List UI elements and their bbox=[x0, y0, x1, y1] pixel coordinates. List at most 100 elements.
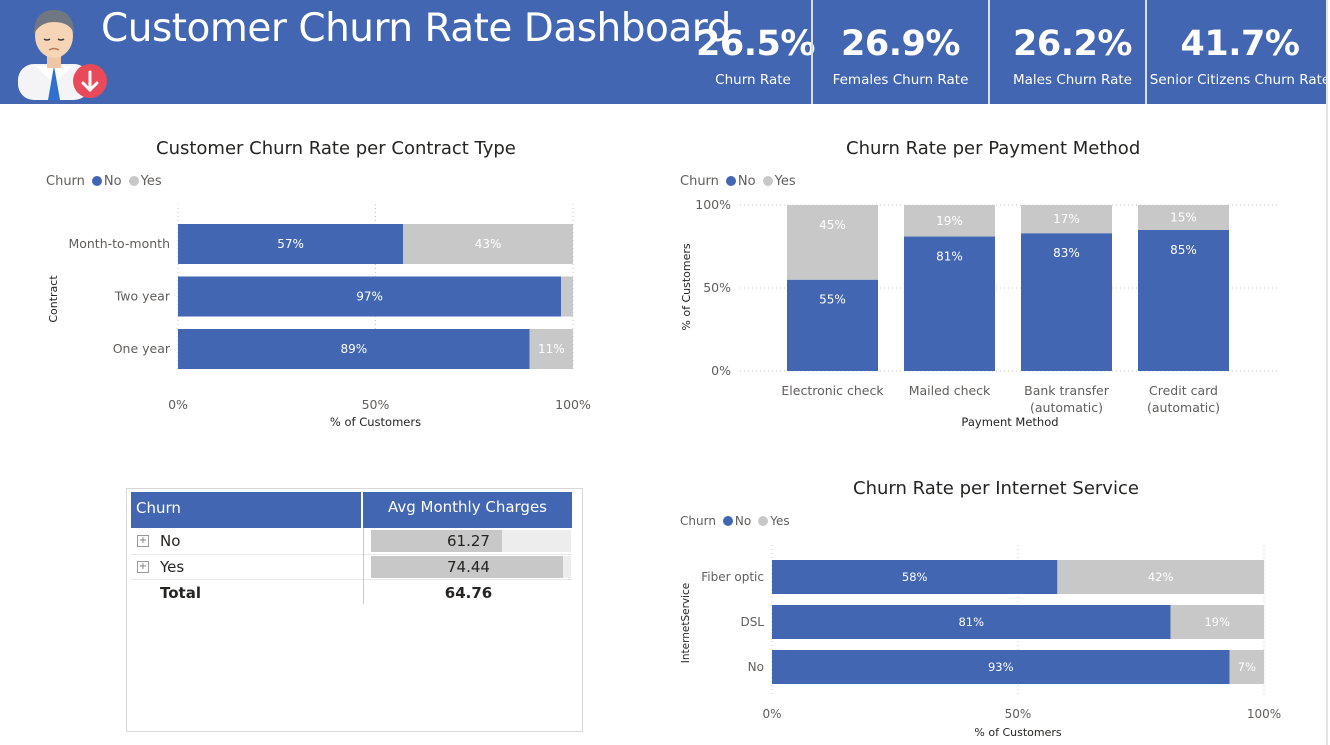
legend-yes-dot bbox=[128, 176, 139, 186]
data-label: 81% bbox=[936, 250, 963, 264]
data-label: 19% bbox=[936, 214, 963, 228]
bar-no bbox=[904, 236, 995, 371]
customer-churn-avatar-icon bbox=[18, 10, 107, 100]
category-label: Fiber optic bbox=[701, 570, 764, 584]
y-axis-title: % of Customers bbox=[680, 243, 693, 330]
bar-no bbox=[772, 605, 1171, 639]
expand-icon[interactable]: + bbox=[137, 535, 149, 547]
row-value: 61.27 bbox=[447, 532, 490, 550]
data-label: 57% bbox=[277, 237, 304, 251]
data-label: 15% bbox=[1170, 210, 1197, 224]
data-label: 97% bbox=[356, 290, 383, 304]
kpi-divider bbox=[811, 0, 813, 104]
legend-yes-label: Yes bbox=[140, 174, 162, 189]
bar-no bbox=[787, 279, 878, 371]
data-label: 58% bbox=[902, 570, 928, 584]
legend-no-dot bbox=[722, 516, 733, 526]
legend-yes-label: Yes bbox=[770, 514, 790, 528]
table-header-avg-monthly-charges[interactable]: Avg Monthly Charges bbox=[387, 498, 548, 516]
x-tick-label: 50% bbox=[1005, 707, 1032, 721]
row-value: 74.44 bbox=[447, 558, 490, 576]
bar-yes bbox=[1138, 205, 1229, 230]
kpi-value: 26.5% bbox=[696, 24, 815, 64]
internet-chart-title: Churn Rate per Internet Service bbox=[853, 478, 1139, 499]
category-label: Mailed check bbox=[909, 383, 991, 398]
table-row: + No 61.27 bbox=[131, 529, 572, 554]
x-tick-label: 0% bbox=[168, 397, 188, 412]
bar-yes bbox=[1021, 205, 1112, 234]
kpi-label: Churn Rate bbox=[715, 72, 791, 88]
data-label: 42% bbox=[1148, 570, 1174, 584]
bar-yes bbox=[529, 329, 573, 369]
row-divider bbox=[131, 554, 572, 555]
y-tick-label: 100% bbox=[695, 197, 731, 212]
contract-chart-title: Customer Churn Rate per Contract Type bbox=[156, 138, 516, 159]
payment-chart-legend: Churn No Yes bbox=[680, 174, 796, 189]
table-header-churn[interactable]: Churn bbox=[136, 499, 181, 517]
x-tick-label: 100% bbox=[1247, 707, 1281, 721]
x-axis-title: % of Customers bbox=[974, 726, 1061, 739]
table-total-row: Total 64.76 bbox=[131, 581, 572, 606]
bar-yes bbox=[904, 205, 995, 237]
data-label: 11% bbox=[538, 342, 565, 356]
data-label: 85% bbox=[1170, 243, 1197, 257]
category-label: DSL bbox=[740, 615, 764, 629]
data-label: 55% bbox=[819, 293, 846, 307]
x-tick-label: 50% bbox=[362, 397, 390, 412]
y-tick-label: 0% bbox=[711, 363, 731, 378]
avg-charges-table-frame bbox=[126, 488, 583, 732]
category-label: Month-to-month bbox=[68, 236, 170, 251]
kpi-senior-citizens-churn-rate: 41.7% Senior Citizens Churn Rate bbox=[1147, 0, 1330, 104]
legend-yes-dot bbox=[758, 516, 769, 526]
category-label: (automatic) bbox=[1147, 400, 1220, 415]
bar-no bbox=[1021, 233, 1112, 371]
data-label: 19% bbox=[1204, 615, 1230, 629]
kpi-label: Males Churn Rate bbox=[1013, 72, 1132, 88]
kpi-divider bbox=[988, 0, 990, 104]
legend-title: Churn bbox=[46, 174, 85, 189]
bar-yes bbox=[561, 276, 573, 317]
row-data-bar bbox=[371, 556, 564, 578]
category-label: Two year bbox=[114, 289, 171, 304]
table-header-divider bbox=[361, 492, 363, 528]
category-label: Credit card bbox=[1149, 383, 1218, 398]
header-banner: Customer Churn Rate Dashboard 26.5% Chur… bbox=[0, 0, 1330, 104]
kpi-females-churn-rate: 26.9% Females Churn Rate bbox=[813, 0, 988, 104]
y-axis-title: Contract bbox=[47, 275, 60, 323]
expand-icon[interactable]: + bbox=[137, 561, 149, 573]
internet-chart-legend: Churn No Yes bbox=[680, 514, 790, 528]
kpi-label: Senior Citizens Churn Rate bbox=[1149, 72, 1330, 88]
page-edge bbox=[1326, 0, 1328, 745]
bar-no bbox=[772, 650, 1230, 684]
internet-chart: 0% 50% 100% Fiber optic 58% 42% DSL 81% 19% No 93%… bbox=[680, 545, 1281, 739]
bar-yes bbox=[1170, 605, 1264, 639]
x-tick-label: 0% bbox=[762, 707, 781, 721]
row-label: Yes bbox=[160, 558, 185, 576]
category-label: Bank transfer bbox=[1024, 383, 1110, 398]
y-tick-label: 50% bbox=[703, 280, 731, 295]
total-value: 64.76 bbox=[444, 584, 493, 602]
category-label: One year bbox=[113, 341, 171, 356]
x-tick-label: 100% bbox=[555, 397, 591, 412]
kpi-divider bbox=[1145, 0, 1147, 104]
legend-no-label: No bbox=[734, 514, 752, 528]
bar-no bbox=[772, 560, 1058, 594]
x-axis-title: % of Customers bbox=[330, 415, 421, 429]
legend-yes-label: Yes bbox=[774, 174, 796, 189]
category-label: No bbox=[748, 660, 764, 674]
bar-yes bbox=[787, 205, 878, 280]
legend-no-label: No bbox=[103, 174, 122, 189]
data-label: 43% bbox=[475, 237, 502, 251]
bar-yes bbox=[1057, 560, 1264, 594]
data-label: 7% bbox=[1238, 660, 1256, 674]
kpi-value: 26.2% bbox=[1013, 24, 1132, 64]
bar-yes bbox=[1229, 650, 1264, 684]
data-label: 89% bbox=[340, 342, 367, 356]
legend-no-dot bbox=[91, 176, 102, 186]
total-label: Total bbox=[160, 584, 201, 602]
row-data-bar bbox=[371, 530, 503, 552]
y-axis-title: InternetService bbox=[680, 583, 692, 664]
data-label: 45% bbox=[819, 218, 846, 232]
data-label: 81% bbox=[958, 615, 984, 629]
kpi-value: 26.9% bbox=[841, 24, 960, 64]
